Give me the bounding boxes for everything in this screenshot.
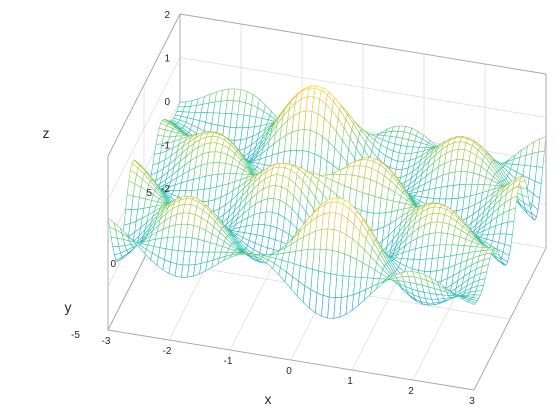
x-tick-label: 3 <box>469 396 475 407</box>
surface-mesh <box>107 85 547 319</box>
z-tick-label: 1 <box>164 54 170 65</box>
box-edge <box>473 247 547 391</box>
x-axis-line <box>107 329 475 391</box>
x-tick-label: -2 <box>163 346 172 357</box>
y-axis-label: y <box>65 299 72 315</box>
x-tick-label: 1 <box>347 376 353 387</box>
y-tick-label: -5 <box>71 330 80 341</box>
mesh-cell <box>504 233 513 247</box>
mesh-cell <box>534 166 544 185</box>
z-tick-label: -2 <box>161 184 170 195</box>
z-tick-label: 0 <box>164 97 170 108</box>
x-tick-label: -3 <box>102 336 111 347</box>
x-tick-label: 2 <box>408 386 414 397</box>
box-edge <box>107 13 181 157</box>
box-edge <box>179 13 547 75</box>
mesh-cell <box>467 300 477 305</box>
y-tick-label: 0 <box>110 259 116 270</box>
mesh-cell <box>505 221 515 235</box>
tick-labels: -3 -2 -1 0 1 2 3 -5 0 5 -2 -1 0 1 2 <box>71 10 475 407</box>
z-axis-label: z <box>43 125 50 141</box>
z-tick-label: -1 <box>161 141 170 152</box>
side-wall-gridline <box>107 57 181 200</box>
x-axis-label: x <box>265 391 272 407</box>
y-tick-label: 5 <box>146 188 152 199</box>
x-tick-label: -1 <box>224 356 233 367</box>
back-wall-gridline <box>179 57 547 118</box>
z-tick-label: 2 <box>164 10 170 21</box>
mesh-cell <box>536 150 545 168</box>
x-tick-label: 0 <box>286 366 292 377</box>
mesh-cell <box>518 180 528 189</box>
